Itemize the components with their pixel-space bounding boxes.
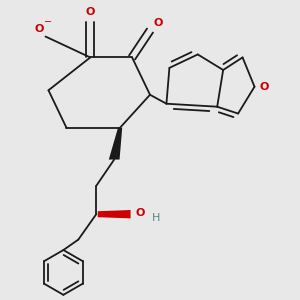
Polygon shape	[98, 210, 130, 218]
Text: O: O	[135, 208, 144, 218]
Text: O: O	[260, 82, 269, 92]
Polygon shape	[109, 128, 122, 160]
Text: O: O	[85, 7, 95, 17]
Text: O: O	[35, 23, 44, 34]
Text: H: H	[152, 213, 160, 223]
Text: O: O	[154, 18, 163, 28]
Text: −: −	[44, 17, 52, 27]
